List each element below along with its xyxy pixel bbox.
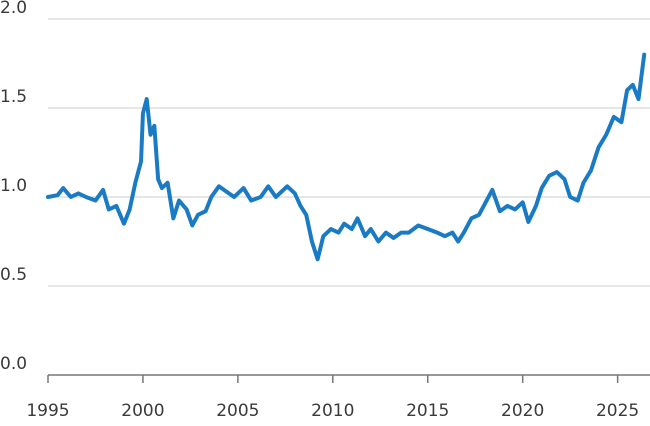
- y-tick-label: 0.0: [0, 354, 27, 374]
- y-tick-label: 1.5: [0, 87, 27, 107]
- x-tick-label: 1995: [26, 401, 69, 421]
- x-tick-label: 2005: [216, 401, 259, 421]
- data-line: [46, 52, 647, 262]
- x-tick-label: 2020: [501, 401, 544, 421]
- x-tick-label: 2025: [596, 401, 639, 421]
- x-tick-label: 2000: [121, 401, 164, 421]
- y-tick-label: 2.0: [0, 0, 27, 18]
- x-tick-label: 2015: [406, 401, 449, 421]
- y-tick-label: 1.0: [0, 176, 27, 196]
- y-tick-label: 0.5: [0, 265, 27, 285]
- x-tick-label: 2010: [311, 401, 354, 421]
